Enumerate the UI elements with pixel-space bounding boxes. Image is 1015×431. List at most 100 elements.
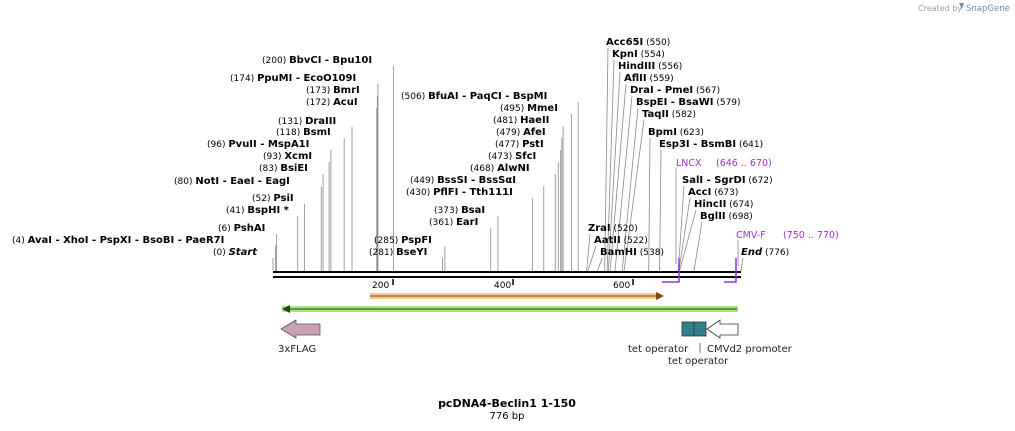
site-label-drai: DraI - PmeI (567) (630, 85, 720, 96)
map-title: pcDNA4-Beclin1 1-150 (438, 397, 576, 410)
site-text: (477) PstI (495, 139, 544, 150)
site-label-pshai: (6) PshAI (218, 223, 265, 234)
site-label-ppumi: (174) PpuMI - EcoO109I (230, 73, 356, 84)
sequence-backbone (273, 271, 741, 278)
site-line (604, 47, 609, 272)
site-label-bsphi: (41) BspHI * (226, 205, 290, 216)
orf-arrow (370, 292, 664, 300)
site-label-sfci: (473) SfcI (488, 151, 536, 162)
primer-lnc-name: LNCX (676, 158, 702, 169)
feature-cmvd2-promoter: CMVd2 promoter (706, 319, 793, 355)
site-line (648, 137, 651, 272)
site-text: (473) SfcI (488, 151, 536, 162)
site-text: (373) BsaI (434, 205, 485, 216)
snapgene-logo-icon (959, 3, 964, 9)
site-label-zrai: ZraI (520) (588, 223, 638, 234)
site-label-bfuai: (506) BfuAI - PaqCI - BspMI (401, 91, 547, 102)
site-label-aflii: AflII (559) (624, 73, 674, 84)
site-text: SalI - SgrDI (672) (682, 175, 773, 186)
site-text: AflII (559) (624, 73, 674, 84)
site-text: (118) BsmI (276, 127, 331, 138)
site-label-bglii: BglII (698) (700, 211, 753, 222)
site-label-eari: (361) EarI (429, 217, 478, 228)
site-text: (430) PflFI - Tth111I (406, 187, 513, 198)
site-text: (481) HaeII (493, 115, 549, 126)
site-label-acci: AccI (673) (688, 187, 738, 198)
site-label-mmei: (495) MmeI (500, 103, 558, 114)
site-label-bseyi: (281) BseYI (369, 247, 427, 258)
site-line (677, 185, 685, 272)
site-text: BamHI (538) (600, 247, 664, 258)
feature-3xflag: 3xFLAG (278, 319, 321, 355)
ruler-tick-400: 400 (494, 281, 511, 291)
site-line (693, 221, 703, 272)
site-text: (479) AfeI (496, 127, 546, 138)
site-label-start: (0) Start (213, 247, 258, 258)
site-label-taqii: TaqII (582) (642, 109, 696, 120)
site-text: DraI - PmeI (567) (630, 85, 720, 96)
site-text: BpmI (623) (648, 127, 704, 138)
feature-cmvd2-label: CMVd2 promoter (707, 344, 793, 355)
site-line (659, 149, 662, 272)
ruler-tick-200: 200 (372, 281, 389, 291)
primer-cmv-f-name: CMV-F (736, 230, 766, 241)
site-label-psii: (52) PsiI (252, 193, 294, 204)
site-label-avai: (4) AvaI - XhoI - PspXI - BsoBI - PaeR7I (12, 235, 224, 246)
site-label-afei: (479) AfeI (496, 127, 546, 138)
map-length: 776 bp (490, 411, 525, 422)
site-label-pspfi: (285) PspFI (374, 235, 432, 246)
site-text: (449) BssSI - BssSαI (410, 175, 516, 186)
site-text: BglII (698) (700, 211, 753, 222)
site-label-hindiii: HindIII (556) (618, 61, 682, 72)
site-label-bmri: (173) BmrI (306, 85, 360, 96)
site-text: (131) DraIII (278, 116, 336, 127)
site-text: (174) PpuMI - EcoO109I (230, 73, 356, 84)
site-text: HindIII (556) (618, 61, 682, 72)
site-text: (41) BspHI * (226, 205, 290, 216)
site-text: (6) PshAI (218, 223, 265, 234)
site-text: (173) BmrI (306, 85, 360, 96)
site-text: Esp3I - BsmBI (641) (659, 139, 763, 150)
site-label-end: End (776) (741, 247, 789, 258)
site-text: ZraI (520) (588, 223, 638, 234)
site-text: (495) MmeI (500, 103, 558, 114)
feature-3xflag-label: 3xFLAG (278, 344, 316, 355)
site-label-bsai: (373) BsaI (434, 205, 485, 216)
site-text: (96) PvuII - MspA1I (207, 139, 309, 150)
site-line (587, 245, 597, 272)
site-text: (93) XcmI (263, 151, 312, 162)
site-text: (361) EarI (429, 217, 478, 228)
credit-prefix: Created by (918, 4, 962, 13)
site-text: (200) BbvCI - Bpu10I (262, 55, 372, 66)
site-text: HincII (674) (694, 199, 753, 210)
site-line (586, 233, 591, 272)
site-label-bbvci: (200) BbvCI - Bpu10I (262, 55, 372, 66)
site-label-bpmi: BpmI (623) (648, 127, 704, 138)
site-text: BspEI - BsaWI (579) (636, 97, 741, 108)
site-line (679, 209, 697, 272)
site-label-bsmi: (118) BsmI (276, 127, 331, 138)
site-line (678, 197, 691, 272)
site-lines (272, 47, 744, 272)
feature-tet-operator-1-label: tet operator (628, 344, 689, 355)
site-text: AccI (673) (688, 187, 738, 198)
site-label-noti: (80) NotI - EaeI - EagI (174, 176, 290, 187)
feature-tet-operators: tet operator tet operator (628, 321, 729, 367)
credit-brand: SnapGene (966, 4, 1010, 14)
site-text: (4) AvaI - XhoI - PspXI - BsoBI - PaeR7I (12, 235, 224, 246)
site-text: (281) BseYI (369, 247, 427, 258)
site-label-bamhi: BamHI (538) (600, 247, 664, 258)
site-label-alwni: (468) AlwNI (470, 163, 530, 174)
site-text: (80) NotI - EaeI - EagI (174, 176, 290, 187)
site-label-acc65i: Acc65I (550) (606, 37, 670, 48)
site-text: (83) BsiEI (259, 163, 308, 174)
site-label-esp3i: Esp3I - BsmBI (641) (659, 139, 763, 150)
site-label-bsssi: (449) BssSI - BssSαI (410, 175, 516, 186)
site-line (623, 119, 645, 272)
ruler-tick-600: 600 (613, 281, 630, 291)
site-text: KpnI (554) (612, 49, 665, 60)
site-label-haeii: (481) HaeII (493, 115, 549, 126)
site-label-pvuii: (96) PvuII - MspA1I (207, 139, 309, 150)
site-label-bspei: BspEI - BsaWI (579) (636, 97, 741, 108)
site-text: (506) BfuAI - PaqCI - BspMI (401, 91, 547, 102)
